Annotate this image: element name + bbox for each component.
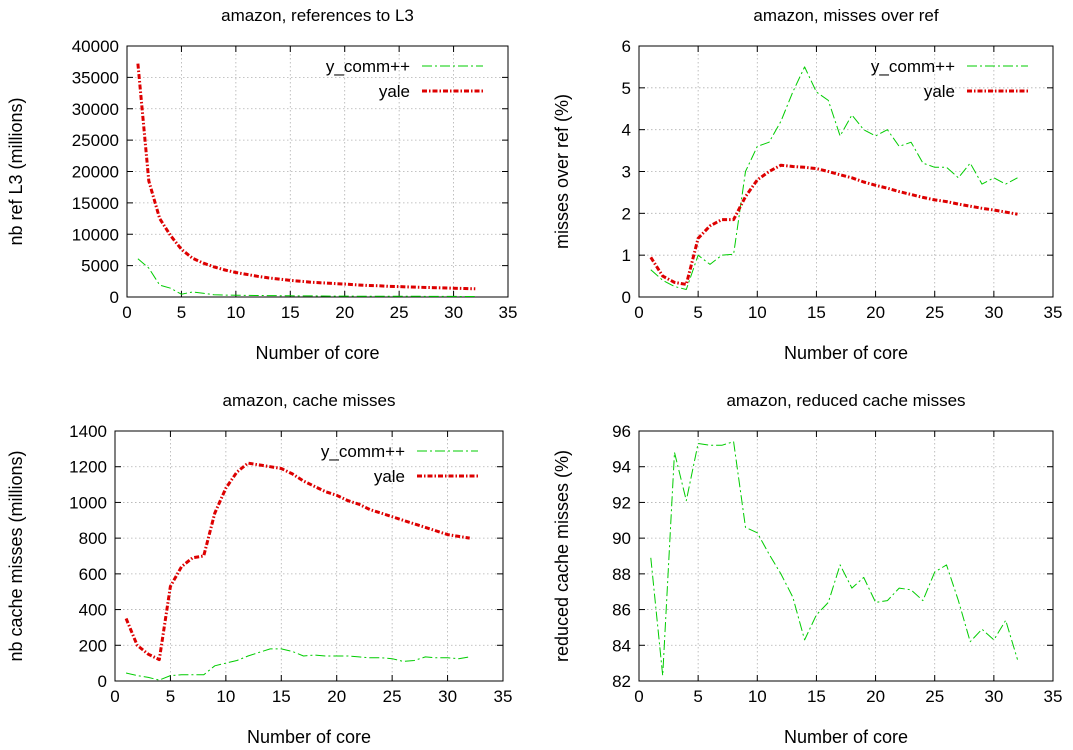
chart-panel-3: 0 5 10 15 20 25 30 35 0 200 400 600 800 1000 1200 1400 a… [6,391,512,747]
x-tick-label: 20 [327,687,346,706]
x-tick-label: 0 [110,687,119,706]
y-axis-label: nb cache misses (millions) [6,450,26,661]
x-tick-label: 5 [166,687,175,706]
x-axis-label: Number of core [784,727,908,747]
plot-frame [114,430,504,682]
x-tick-label: 25 [383,687,402,706]
x-tick-label: 10 [216,687,235,706]
series-line-ycomm [125,648,470,681]
y-tick-label: 4 [622,121,631,140]
x-tick-label: 35 [499,303,518,322]
y-tick-label: 1400 [69,422,107,441]
chart-panel-2: 0 5 10 15 20 25 30 35 0 1 2 3 4 5 6 amazon, misses over… [552,6,1062,363]
plot-frame [638,430,1054,682]
x-tick-label: 5 [693,303,702,322]
chart-panel-4: 0 5 10 15 20 25 30 35 82 84 86 88 90 92 94 96 amazon, re… [552,391,1062,747]
y-tick-label: 200 [79,636,107,655]
x-tick-label: 35 [494,687,513,706]
x-tick-label: 30 [984,687,1003,706]
x-tick-label: 20 [335,303,354,322]
x-tick-label: 5 [177,303,186,322]
x-tick-label: 30 [984,303,1003,322]
series-line-reduced [650,441,1018,677]
legend-label: y_comm++ [321,442,405,461]
y-tick-label: 90 [612,529,631,548]
legend-label: y_comm++ [326,57,410,76]
x-tick-label: 0 [122,303,131,322]
x-axis-label: Number of core [255,343,379,363]
y-tick-label: 1 [622,246,631,265]
x-tick-label: 20 [866,303,885,322]
y-axis-label: misses over ref (%) [552,94,572,249]
x-tick-label: 0 [634,687,643,706]
x-tick-label: 30 [444,303,463,322]
y-tick-label: 35000 [72,68,119,87]
y-tick-label: 40000 [72,37,119,56]
legend-label: yale [379,82,410,101]
x-tick-label: 15 [807,303,826,322]
y-tick-label: 2 [622,204,631,223]
x-tick-label: 10 [748,303,767,322]
y-tick-label: 1000 [69,493,107,512]
series-line-ycomm [650,66,1018,290]
y-tick-label: 92 [612,493,631,512]
chart-panel-1: 0 5 10 15 20 25 30 35 0 5000 10000 15000 20000 25000 3… [6,6,517,363]
y-tick-label: 600 [79,565,107,584]
y-tick-label: 94 [612,458,631,477]
y-tick-label: 1200 [69,458,107,477]
series-line-yale [649,163,1018,286]
y-tick-label: 0 [98,672,107,691]
legend-label: y_comm++ [871,57,955,76]
y-tick-label: 6 [622,37,631,56]
x-tick-label: 15 [807,687,826,706]
x-tick-label: 0 [634,303,643,322]
y-tick-label: 30000 [72,100,119,119]
chart-title: amazon, cache misses [223,391,396,410]
series-line-yale [136,63,476,291]
y-tick-label: 10000 [72,225,119,244]
y-axis-label: nb ref L3 (millions) [6,97,26,245]
y-tick-label: 800 [79,529,107,548]
y-tick-label: 96 [612,422,631,441]
y-tick-label: 25000 [72,131,119,150]
y-tick-label: 5000 [81,257,119,276]
x-tick-label: 15 [281,303,300,322]
x-tick-label: 20 [866,687,885,706]
y-tick-label: 15000 [72,194,119,213]
legend-label: yale [374,467,405,486]
y-tick-label: 400 [79,601,107,620]
y-tick-label: 5 [622,79,631,98]
x-tick-label: 35 [1044,687,1063,706]
x-tick-label: 15 [272,687,291,706]
y-tick-label: 20000 [72,163,119,182]
chart-title: amazon, reduced cache misses [726,391,965,410]
x-tick-label: 25 [925,303,944,322]
chart-title: amazon, misses over ref [753,6,938,25]
x-tick-label: 10 [748,687,767,706]
series-line-yale [124,461,470,662]
x-tick-label: 35 [1044,303,1063,322]
y-tick-label: 82 [612,672,631,691]
plot-frame [126,45,509,298]
x-tick-label: 10 [226,303,245,322]
y-axis-label: reduced cache misses (%) [552,450,572,662]
chart-title: amazon, references to L3 [221,6,414,25]
y-tick-label: 88 [612,565,631,584]
legend-label: yale [924,82,955,101]
x-axis-label: Number of core [784,343,908,363]
x-tick-label: 25 [390,303,409,322]
y-tick-label: 0 [110,288,119,307]
x-tick-label: 25 [925,687,944,706]
series-line-ycomm [137,258,476,297]
x-tick-label: 30 [438,687,457,706]
y-tick-label: 0 [622,288,631,307]
plot-frame [638,45,1054,298]
y-tick-label: 84 [612,636,631,655]
y-tick-label: 86 [612,601,631,620]
x-axis-label: Number of core [247,727,371,747]
y-tick-label: 3 [622,163,631,182]
x-tick-label: 5 [693,687,702,706]
